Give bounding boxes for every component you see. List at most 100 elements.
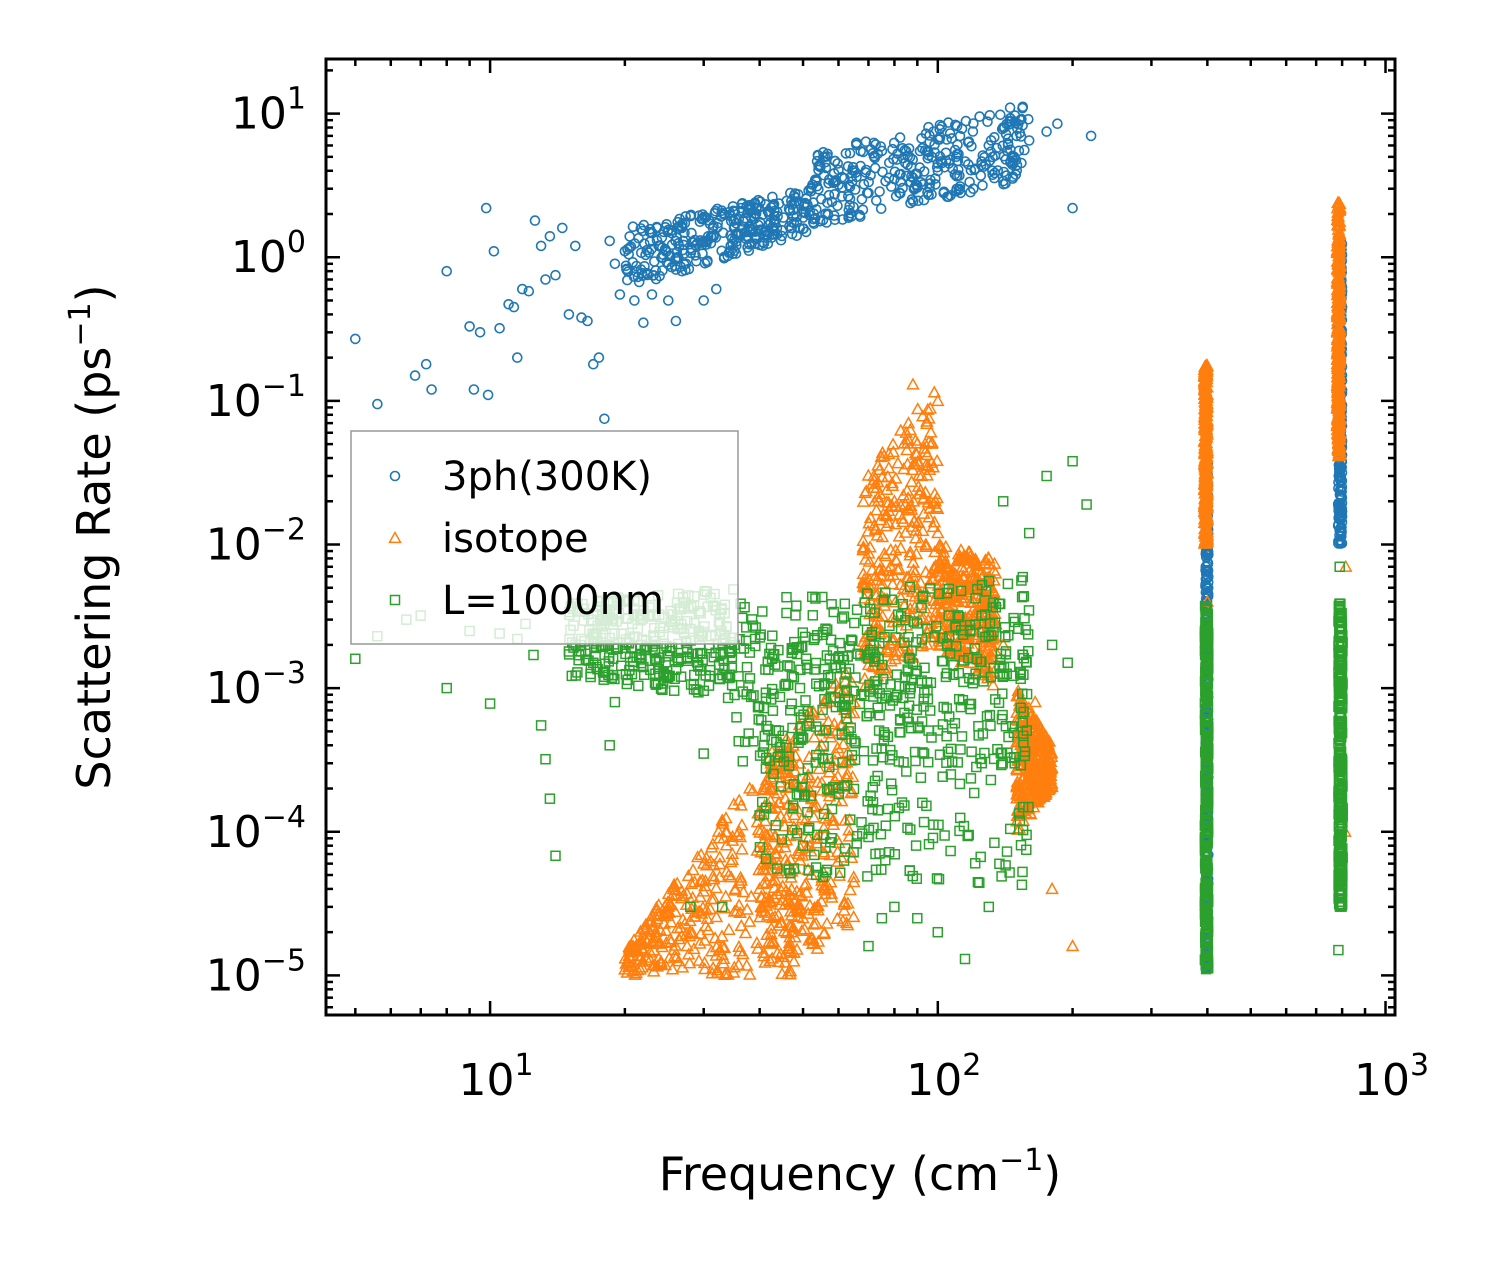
point-triangle — [1332, 385, 1347, 398]
point-triangle — [1023, 748, 1037, 761]
point-triangle — [961, 545, 976, 558]
point-circle — [844, 193, 856, 205]
point-triangle — [924, 425, 938, 438]
point-circle — [950, 151, 962, 163]
point-triangle — [788, 892, 802, 905]
point-circle — [593, 352, 605, 363]
point-triangle — [985, 644, 999, 657]
point-circle — [743, 199, 755, 211]
point-triangle — [877, 448, 891, 462]
point-triangle — [786, 801, 800, 815]
point-circle — [372, 398, 383, 410]
point-triangle — [727, 797, 741, 810]
point-triangle — [618, 951, 632, 964]
point-triangle — [636, 943, 651, 956]
point-square — [675, 653, 687, 664]
point-triangle — [690, 850, 705, 863]
point-circle — [1041, 126, 1052, 137]
point-triangle — [1037, 735, 1052, 748]
point-triangle — [908, 531, 923, 544]
point-circle — [977, 150, 989, 161]
point-circle — [587, 358, 599, 370]
point-triangle — [1034, 734, 1049, 747]
point-circle — [508, 301, 520, 313]
point-triangle — [772, 796, 786, 809]
point-triangle — [659, 935, 674, 949]
point-triangle — [937, 610, 952, 623]
point-triangle — [779, 883, 793, 897]
point-circle — [808, 218, 820, 229]
point-circle — [523, 285, 535, 297]
point-triangle — [894, 590, 908, 603]
point-triangle — [635, 954, 650, 967]
point-triangle — [744, 889, 758, 902]
point-triangle — [725, 833, 740, 846]
point-triangle — [1199, 405, 1213, 418]
point-triangle — [719, 864, 734, 877]
point-triangle — [790, 884, 804, 897]
point-triangle — [910, 402, 925, 415]
point-triangle — [732, 939, 746, 953]
point-circle — [936, 157, 948, 169]
point-circle — [1005, 155, 1017, 167]
point-circle — [599, 413, 610, 425]
point-triangle — [687, 909, 702, 922]
point-circle — [960, 115, 972, 127]
point-circle — [883, 157, 895, 169]
point-triangle — [649, 934, 663, 947]
point-triangle — [684, 876, 699, 890]
point-circle — [464, 321, 475, 332]
point-circle — [819, 151, 831, 163]
point-circle — [638, 219, 650, 231]
point-triangle — [862, 554, 877, 567]
point-circle — [622, 244, 633, 255]
point-circle — [905, 197, 916, 209]
point-triangle — [883, 542, 898, 556]
point-circle — [761, 226, 773, 237]
point-triangle — [920, 402, 935, 415]
point-triangle — [682, 956, 697, 969]
point-circle — [535, 240, 547, 252]
point-circle — [650, 265, 662, 276]
point-triangle — [875, 530, 890, 543]
point-triangle — [958, 552, 972, 565]
point-circle — [934, 151, 946, 162]
point-circle — [1011, 123, 1023, 134]
point-triangle — [667, 949, 682, 962]
point-circle — [846, 171, 858, 182]
point-triangle — [697, 933, 712, 946]
point-circle — [889, 173, 900, 185]
point-triangle — [649, 912, 664, 925]
point-circle — [887, 143, 898, 155]
point-circle — [860, 136, 872, 147]
point-triangle — [900, 457, 915, 470]
point-triangle — [736, 885, 751, 898]
point-triangle — [913, 575, 928, 588]
point-triangle — [674, 891, 689, 904]
point-triangle — [950, 578, 965, 591]
point-triangle — [718, 889, 733, 902]
point-triangle — [1197, 376, 1212, 389]
point-square — [621, 678, 633, 690]
point-circle — [722, 250, 734, 262]
point-triangle — [928, 494, 943, 507]
point-triangle — [865, 562, 879, 576]
point-triangle — [664, 915, 678, 928]
point-triangle — [832, 868, 847, 881]
point-circle — [974, 111, 985, 122]
point-circle — [633, 276, 645, 288]
point-circle — [900, 170, 912, 182]
point-circle — [912, 182, 923, 193]
point-triangle — [840, 767, 855, 780]
point-circle — [540, 274, 551, 285]
point-circle — [1011, 130, 1022, 142]
point-triangle — [930, 393, 945, 407]
point-triangle — [846, 909, 861, 923]
point-triangle — [879, 519, 894, 532]
point-triangle — [1030, 780, 1044, 793]
point-triangle — [668, 938, 683, 951]
point-circle — [1085, 130, 1097, 142]
point-triangle — [1333, 232, 1347, 245]
point-circle — [1334, 460, 1346, 472]
point-triangle — [862, 573, 877, 586]
